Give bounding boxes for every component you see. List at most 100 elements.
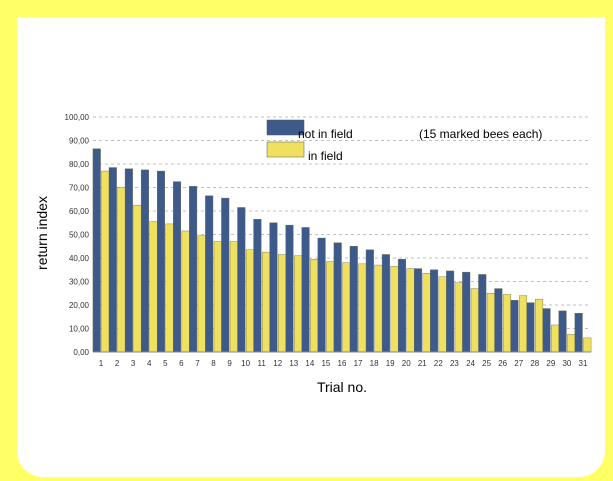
y-tick-label: 60,00 <box>69 207 90 216</box>
bar-in-field <box>390 266 399 353</box>
bar-in-field <box>165 223 174 353</box>
x-tick-labels: 1 2 3 4 5 6 7 8 9 10 11 12 13 14 15 16 17 18 19 20 21 22 23 24 2… <box>99 359 588 368</box>
bar-not-in-field <box>414 268 423 353</box>
y-tick-label: 30,00 <box>69 278 90 287</box>
bar-not-in-field <box>430 269 439 353</box>
legend-swatch-in-field <box>266 141 305 158</box>
bar-in-field <box>358 263 367 353</box>
bar-not-in-field <box>124 168 133 353</box>
bar-in-field <box>422 273 431 353</box>
legend-label-in-field: in field <box>308 149 343 163</box>
x-tick-label: 17 <box>354 359 363 368</box>
bar-not-in-field <box>494 288 503 353</box>
bar-not-in-field <box>140 169 149 353</box>
bar-in-field <box>261 251 270 353</box>
bar-in-field <box>406 268 415 353</box>
bar-in-field <box>535 298 544 353</box>
bar-in-field <box>278 254 287 353</box>
x-tick-label: 12 <box>273 359 282 368</box>
bar-not-in-field <box>269 222 278 353</box>
x-tick-label: 14 <box>305 359 314 368</box>
y-axis-title: return index <box>34 196 50 270</box>
x-tick-label: 26 <box>498 359 507 368</box>
x-tick-label: 15 <box>321 359 330 368</box>
bars <box>92 148 592 353</box>
x-tick-label: 30 <box>562 359 571 368</box>
x-tick-label: 23 <box>450 359 459 368</box>
bar-in-field <box>454 282 463 353</box>
y-tick-label: 100,00 <box>65 113 90 122</box>
bar-not-in-field <box>446 270 455 353</box>
bar-in-field <box>551 324 560 353</box>
bar-not-in-field <box>301 227 310 353</box>
x-tick-label: 21 <box>418 359 427 368</box>
bar-in-field <box>326 261 335 353</box>
bar-not-in-field <box>92 148 101 353</box>
bar-not-in-field <box>253 219 262 353</box>
x-tick-label: 11 <box>258 359 267 368</box>
bar-chart: 0,00 10,00 20,00 30,00 40,00 50,00 60,00 70,00 8… <box>34 113 592 395</box>
bar-in-field <box>133 204 142 353</box>
bar-in-field <box>229 241 238 353</box>
x-tick-label: 20 <box>402 359 411 368</box>
bar-not-in-field <box>558 310 567 353</box>
y-tick-label: 50,00 <box>69 231 90 240</box>
legend-label-not-in-field: not in field <box>298 127 353 141</box>
bar-in-field <box>117 187 126 353</box>
x-tick-label: 3 <box>131 359 136 368</box>
bar-in-field <box>181 230 190 353</box>
bar-in-field <box>342 262 351 353</box>
bar-in-field <box>197 235 206 353</box>
bar-in-field <box>438 276 447 353</box>
x-tick-label: 31 <box>579 359 588 368</box>
bar-in-field <box>374 264 383 353</box>
x-tick-label: 19 <box>386 359 395 368</box>
bar-in-field <box>583 337 592 353</box>
legend: not in field in field <box>266 119 353 163</box>
bar-not-in-field <box>173 181 182 353</box>
bar-not-in-field <box>510 300 519 353</box>
x-tick-label: 16 <box>338 359 347 368</box>
bar-not-in-field <box>478 274 487 353</box>
bar-in-field <box>245 249 254 353</box>
bar-in-field <box>149 221 158 353</box>
chart-annotation: (15 marked bees each) <box>419 127 542 141</box>
x-tick-label: 27 <box>514 359 523 368</box>
legend-swatch-not-in-field <box>266 119 305 136</box>
bar-in-field <box>101 170 110 353</box>
bar-not-in-field <box>156 170 165 353</box>
y-tick-label: 90,00 <box>69 137 90 146</box>
bar-in-field <box>294 255 303 353</box>
bar-not-in-field <box>462 271 471 353</box>
x-tick-label: 28 <box>530 359 539 368</box>
x-tick-label: 18 <box>370 359 379 368</box>
bar-not-in-field <box>365 249 374 353</box>
bar-not-in-field <box>381 254 390 353</box>
x-tick-label: 29 <box>546 359 555 368</box>
bar-not-in-field <box>108 167 117 353</box>
bar-not-in-field <box>397 258 406 353</box>
bar-not-in-field <box>333 242 342 353</box>
bar-in-field <box>502 294 511 353</box>
y-tick-label: 20,00 <box>69 301 90 310</box>
x-tick-label: 10 <box>241 359 250 368</box>
bar-not-in-field <box>237 207 246 353</box>
chart-card: 0,00 10,00 20,00 30,00 40,00 50,00 60,00 70,00 8… <box>17 17 605 477</box>
bar-not-in-field <box>221 197 230 353</box>
y-tick-label: 0,00 <box>73 348 89 357</box>
y-tick-label: 80,00 <box>69 160 90 169</box>
x-tick-label: 9 <box>227 359 232 368</box>
x-tick-label: 8 <box>211 359 216 368</box>
bar-in-field <box>310 258 319 353</box>
bar-in-field <box>567 334 576 353</box>
y-tick-label: 40,00 <box>69 254 90 263</box>
x-tick-label: 2 <box>115 359 120 368</box>
y-tick-label: 10,00 <box>69 325 90 334</box>
x-tick-label: 5 <box>163 359 168 368</box>
bar-not-in-field <box>189 186 198 353</box>
bar-not-in-field <box>526 302 535 353</box>
bar-in-field <box>486 293 495 353</box>
bar-not-in-field <box>317 237 326 353</box>
bar-in-field <box>519 295 528 353</box>
x-tick-label: 1 <box>99 359 104 368</box>
